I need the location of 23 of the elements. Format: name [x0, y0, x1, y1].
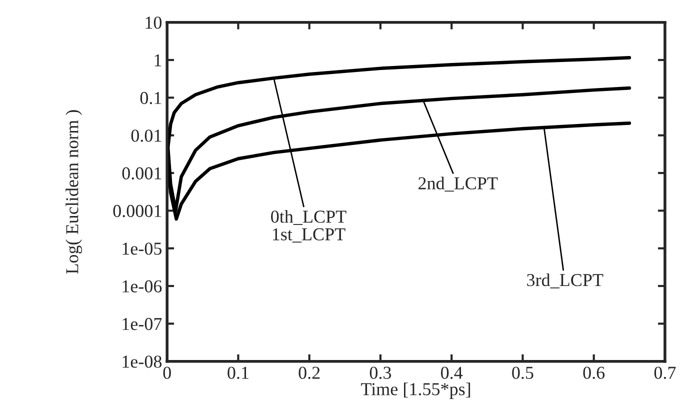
- annotation: 2nd_LCPT: [418, 176, 498, 192]
- y-tick-label: 10: [146, 16, 162, 29]
- x-tick-label: 0.6: [583, 366, 605, 379]
- y-tick-label: 1: [154, 54, 162, 66]
- y-tick-label: 1e-06: [122, 280, 162, 292]
- x-tick-label: 0.2: [298, 366, 320, 379]
- x-tick-label: 0.7: [654, 366, 676, 379]
- annotation: 0th_LCPT 1st_LCPT: [271, 210, 346, 243]
- y-tick-label: 0.01: [131, 130, 162, 142]
- y-tick-label: 0.1: [140, 92, 162, 104]
- y-tick-label: 1e-07: [122, 318, 162, 330]
- y-axis-title: Log( Euclidean norm ): [66, 110, 82, 274]
- x-tick-label: 0.5: [512, 366, 534, 379]
- x-tick-label: 0.4: [440, 366, 463, 379]
- y-tick-label: 1e-08: [122, 356, 162, 368]
- y-tick-label: 0.001: [122, 167, 162, 180]
- x-tick-label: 0: [163, 366, 171, 379]
- x-axis-title: Time [1.55*ps]: [361, 382, 470, 399]
- x-tick-label: 0.1: [228, 366, 248, 379]
- x-tick-label: 0.3: [370, 366, 392, 379]
- y-tick-label: 1e-05: [122, 242, 162, 255]
- annotation: 3rd_LCPT: [527, 273, 604, 288]
- y-tick-label: 0.0001: [113, 204, 162, 218]
